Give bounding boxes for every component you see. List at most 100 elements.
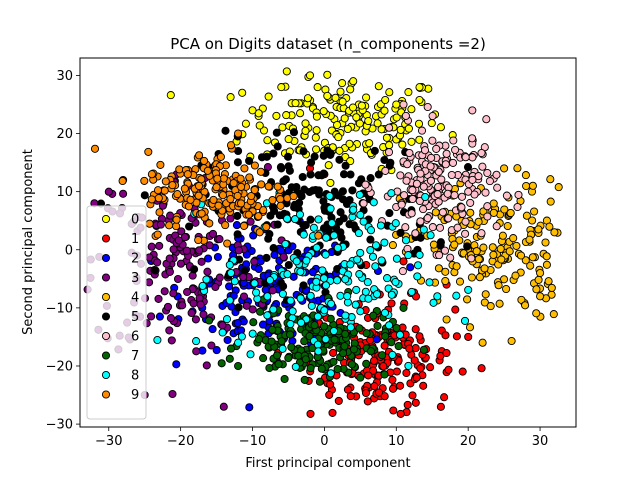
- data-point: [269, 244, 278, 253]
- data-point: [396, 228, 405, 237]
- data-point: [546, 175, 555, 184]
- data-point: [156, 160, 165, 169]
- data-point: [472, 247, 481, 256]
- data-point: [325, 390, 334, 399]
- data-point: [419, 381, 428, 390]
- data-point: [385, 321, 394, 330]
- data-point: [374, 170, 383, 179]
- data-point: [357, 101, 366, 110]
- data-point: [369, 366, 378, 375]
- data-point: [173, 274, 183, 284]
- data-point: [313, 312, 322, 321]
- x-axis-label: First principal component: [245, 456, 410, 471]
- data-point: [306, 364, 315, 373]
- data-point: [346, 85, 355, 94]
- data-point: [453, 223, 462, 232]
- data-point: [277, 83, 286, 92]
- y-tick-label: −30: [46, 418, 73, 433]
- data-point: [497, 255, 506, 264]
- data-point: [413, 272, 422, 281]
- legend-frame: [86, 205, 147, 420]
- data-point: [403, 400, 412, 409]
- data-point: [278, 289, 287, 298]
- data-point: [145, 278, 154, 287]
- data-point: [202, 361, 211, 370]
- data-point: [213, 252, 222, 262]
- data-point: [443, 189, 452, 198]
- data-point: [163, 302, 173, 311]
- data-point: [156, 220, 165, 229]
- data-point: [381, 166, 390, 175]
- data-point: [408, 194, 417, 204]
- data-point: [234, 129, 243, 138]
- data-point: [268, 286, 277, 295]
- data-point: [306, 170, 315, 179]
- data-point: [320, 322, 329, 331]
- data-point: [263, 292, 272, 301]
- legend-label-1: 1: [131, 232, 139, 247]
- data-point: [392, 113, 401, 122]
- data-point: [291, 99, 300, 108]
- data-point: [428, 136, 437, 145]
- data-point: [477, 148, 486, 158]
- data-point: [268, 325, 277, 334]
- data-point: [256, 167, 265, 176]
- data-point: [338, 97, 347, 106]
- data-point: [155, 208, 164, 217]
- data-point: [442, 315, 451, 324]
- data-point: [212, 183, 221, 192]
- data-point: [104, 187, 113, 196]
- data-point: [319, 151, 328, 160]
- data-point: [218, 191, 228, 200]
- data-point: [416, 364, 425, 373]
- data-point: [396, 409, 405, 418]
- data-point: [320, 306, 329, 315]
- data-point: [166, 211, 175, 220]
- data-point: [513, 164, 522, 173]
- data-point: [440, 246, 450, 255]
- data-point: [264, 182, 273, 191]
- data-point: [477, 364, 486, 373]
- data-point: [258, 320, 268, 329]
- data-point: [326, 380, 335, 389]
- data-point: [153, 186, 163, 195]
- data-point: [254, 264, 263, 274]
- data-point: [415, 196, 424, 206]
- data-point: [364, 371, 373, 380]
- data-point: [468, 134, 477, 143]
- data-point: [429, 298, 438, 307]
- data-point: [516, 251, 526, 260]
- data-point: [485, 177, 494, 186]
- data-point: [160, 287, 169, 296]
- legend-label-8: 8: [131, 369, 139, 384]
- data-point: [333, 365, 342, 374]
- data-point: [526, 261, 535, 270]
- data-point: [411, 229, 420, 238]
- data-point: [419, 225, 428, 234]
- data-point: [348, 103, 358, 112]
- data-point: [407, 209, 416, 218]
- data-point: [240, 164, 249, 173]
- data-point: [236, 174, 245, 183]
- data-point: [307, 158, 316, 167]
- data-point: [234, 361, 243, 371]
- data-point: [502, 284, 511, 294]
- data-point: [404, 124, 413, 133]
- data-point: [226, 268, 236, 278]
- data-point: [204, 254, 213, 263]
- data-point: [370, 382, 379, 391]
- data-point: [440, 393, 449, 402]
- data-point: [321, 281, 331, 290]
- data-point: [283, 152, 293, 161]
- data-point: [547, 283, 556, 292]
- data-point: [400, 191, 409, 200]
- data-point: [355, 119, 364, 128]
- data-point: [319, 107, 328, 116]
- data-point: [423, 102, 432, 112]
- data-point: [291, 215, 300, 224]
- data-point: [349, 345, 359, 354]
- data-point: [273, 142, 282, 151]
- data-point: [165, 267, 174, 276]
- data-point: [385, 141, 394, 150]
- data-point: [147, 195, 156, 204]
